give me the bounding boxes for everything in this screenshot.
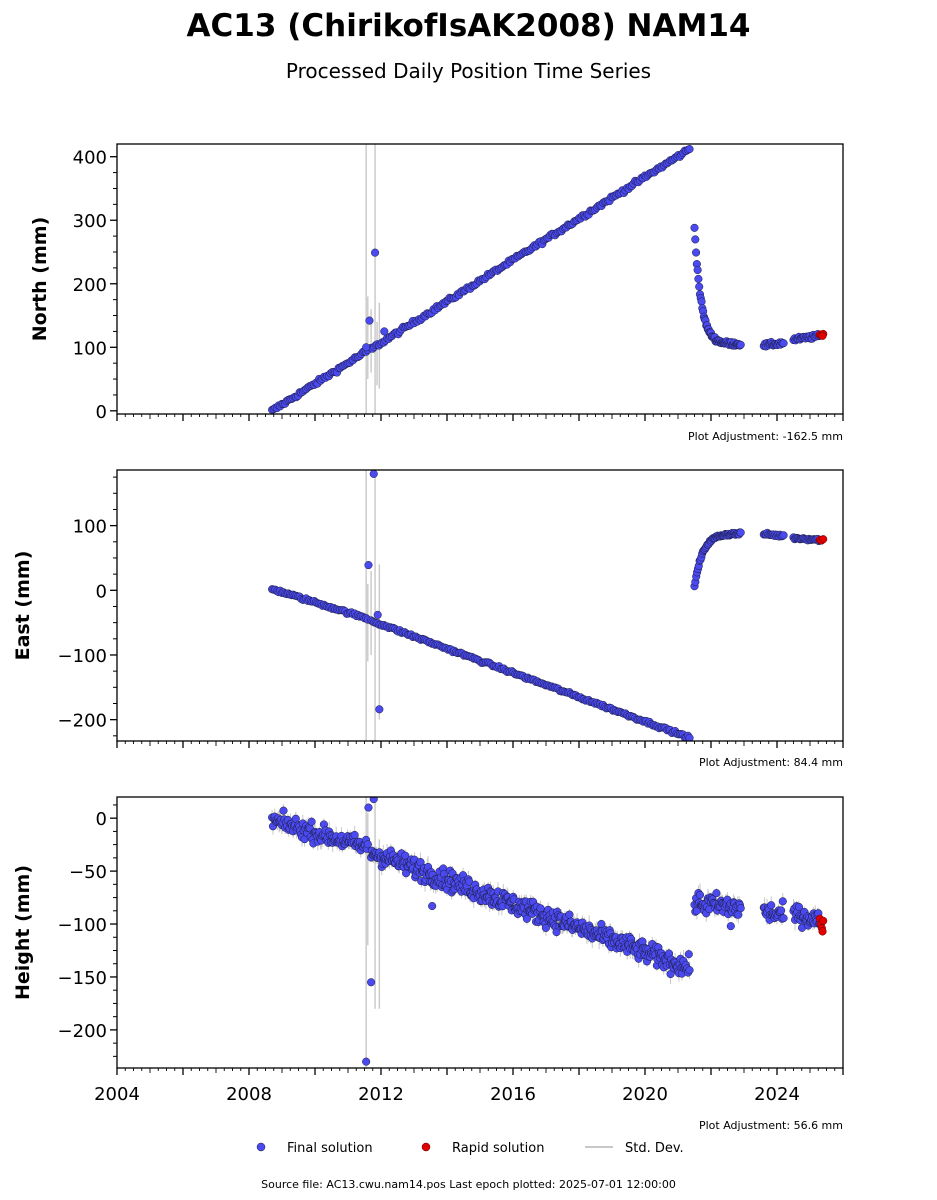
outlier-point (369, 470, 378, 478)
legend-final-marker (256, 1142, 266, 1152)
outlier-point (428, 901, 437, 911)
x-tick-label: 2020 (622, 1084, 668, 1105)
final-point (565, 910, 574, 919)
final-point (794, 902, 803, 911)
final-point (693, 265, 702, 275)
panel-3: −200 −150 −100 −50 0 2004 2008 2012 2016 2020 2024… (12, 796, 844, 1132)
outlier-point (364, 561, 373, 570)
final-point (685, 966, 694, 975)
plot-area (268, 470, 828, 741)
final-point (363, 840, 372, 849)
outlier-point (380, 327, 389, 336)
y-tick-label: 400 (73, 148, 107, 169)
rapid-point (819, 916, 828, 925)
final-point (279, 806, 288, 815)
plot-area (268, 144, 828, 414)
final-point (736, 904, 745, 913)
x-tick-label: 2024 (754, 1084, 800, 1105)
plot-adjustment-note: Plot Adjustment: -162.5 mm (688, 430, 843, 443)
y-tick-label: −200 (58, 1021, 107, 1042)
y-axis-label: East (mm) (12, 551, 34, 661)
outlier-point (369, 797, 378, 804)
outlier-point (365, 316, 374, 325)
outlier-point (367, 978, 376, 987)
final-point (350, 830, 359, 840)
y-tick-label: 0 (96, 402, 107, 423)
final-point (307, 817, 316, 826)
panels: 0 100 200 300 400 North (mm) Plot Adjustment: … (12, 143, 844, 1132)
outlier-point (371, 248, 380, 257)
plot-adjustment-note: Plot Adjustment: 56.6 mm (699, 1119, 843, 1132)
rapid-point (818, 331, 827, 340)
outlier-point (375, 705, 384, 714)
final-point (695, 890, 705, 899)
final-point (779, 339, 788, 348)
legend: Final solution Rapid solution Std. Dev. (256, 1141, 684, 1156)
y-tick-label: −50 (69, 862, 107, 883)
final-point (691, 235, 700, 244)
y-tick-label: 0 (96, 581, 107, 602)
final-point (779, 914, 788, 923)
final-point (684, 950, 693, 959)
legend-std-label: Std. Dev. (625, 1141, 684, 1156)
panel-2: −200 −100 0 100 East (mm) Plot Adjustment: 84… (12, 469, 844, 769)
y-tick-label: −100 (58, 646, 107, 667)
plot-frame (116, 796, 844, 1069)
final-point (694, 274, 703, 283)
plot-area (268, 797, 828, 1068)
y-tick-label: 100 (73, 517, 107, 538)
final-point (416, 858, 425, 867)
final-point (690, 223, 699, 232)
y-tick-label: −150 (58, 968, 107, 989)
final-point (779, 531, 788, 540)
final-point (767, 901, 776, 910)
x-tick-label: 2004 (94, 1084, 140, 1105)
plot-adjustment-note: Plot Adjustment: 84.4 mm (699, 756, 843, 769)
final-point (695, 282, 704, 291)
y-tick-label: 300 (73, 211, 107, 232)
outlier-point (362, 343, 371, 352)
x-tick-label: 2016 (490, 1084, 536, 1105)
outlier-point (364, 803, 373, 812)
final-point (692, 248, 701, 257)
legend-rapid-marker (421, 1142, 431, 1152)
y-tick-label: −200 (58, 711, 107, 732)
final-point (712, 889, 721, 898)
y-axis-label: North (mm) (29, 217, 51, 342)
plot-frame (116, 469, 844, 742)
panel-1: 0 100 200 300 400 North (mm) Plot Adjustment: … (29, 143, 844, 443)
figure-title: AC13 (ChirikofIsAK2008) NAM14 (187, 8, 751, 44)
y-tick-label: 100 (73, 338, 107, 359)
outlier-point (726, 922, 735, 931)
x-tick-label: 2012 (358, 1084, 404, 1105)
final-point (522, 914, 531, 923)
final-point (736, 528, 745, 537)
y-tick-label: −100 (58, 915, 107, 936)
rapid-point (819, 535, 828, 544)
x-tick-label: 2008 (226, 1084, 272, 1105)
final-point (777, 906, 786, 915)
y-tick-label: 200 (73, 275, 107, 296)
rapid-point (818, 927, 827, 936)
outlier-point (362, 1057, 371, 1066)
final-point (736, 340, 745, 349)
footer-note: Source file: AC13.cwu.nam14.pos Last epo… (261, 1178, 676, 1191)
y-axis-label: Height (mm) (12, 865, 34, 1000)
legend-rapid-label: Rapid solution (452, 1141, 544, 1156)
y-tick-label: 0 (96, 809, 107, 830)
figure-subtitle: Processed Daily Position Time Series (286, 59, 651, 83)
outlier-point (373, 610, 382, 619)
legend-final-label: Final solution (287, 1141, 373, 1156)
final-point (541, 923, 550, 932)
final-point (685, 145, 694, 154)
final-point (685, 733, 694, 741)
final-point (778, 897, 787, 906)
